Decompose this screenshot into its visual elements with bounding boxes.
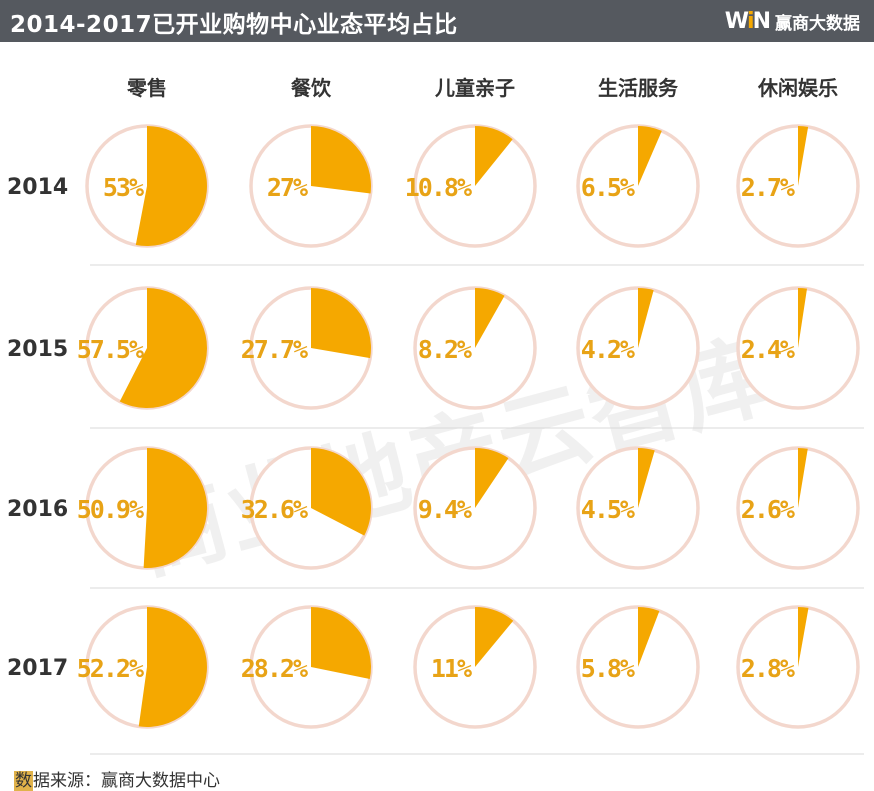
pie-slice [638, 288, 654, 348]
header-bar: 2014-2017已开业购物中心业态平均占比 WiN 赢商大数据 [0, 0, 874, 42]
year-label: 2017 [7, 656, 68, 681]
value-label: 52.2% [77, 654, 144, 683]
year-label: 2015 [7, 337, 68, 362]
brand: WiN 赢商大数据 [724, 8, 860, 34]
source-value: 赢商大数据中心 [101, 771, 220, 791]
pie-slice [638, 607, 660, 667]
pie-slice [311, 288, 372, 359]
pie-slice [311, 448, 371, 536]
pie-slice [143, 447, 208, 568]
value-label: 5.8% [581, 654, 635, 683]
value-label: 10.8% [405, 173, 472, 202]
value-label: 9.4% [418, 495, 472, 524]
source-note: 数据来源：赢商大数据中心 [14, 766, 220, 791]
brand-logo: WiN [724, 8, 771, 34]
value-label: 32.6% [241, 495, 308, 524]
category-header: 生活服务 [598, 76, 679, 100]
source-label: 据来源： [33, 771, 101, 791]
value-label: 8.2% [418, 335, 472, 364]
value-label: 28.2% [241, 654, 308, 683]
pie-slice [138, 607, 207, 727]
value-label: 2.7% [741, 173, 795, 202]
pie-slice [311, 607, 371, 679]
pie-slice [798, 607, 809, 667]
value-label: 50.9% [77, 495, 144, 524]
value-label: 2.4% [741, 335, 795, 364]
value-label: 2.6% [741, 495, 795, 524]
value-label: 53% [103, 173, 144, 202]
pie-slice [475, 607, 514, 667]
pie-slice [311, 126, 372, 194]
pie-slice [798, 448, 808, 508]
pie-slice [798, 288, 808, 348]
pie-slice [475, 448, 509, 508]
brand-name: 赢商大数据 [775, 13, 860, 34]
pie-slice [638, 447, 655, 508]
pie-slice [798, 126, 809, 186]
value-label: 27% [267, 173, 308, 202]
value-label: 2.8% [741, 654, 795, 683]
pie-slice [638, 126, 662, 186]
pie-slice [475, 126, 513, 186]
category-header: 休闲娱乐 [757, 76, 838, 100]
value-label: 11% [431, 654, 472, 683]
value-label: 6.5% [581, 173, 635, 202]
pie-slice [135, 126, 207, 246]
value-label: 4.5% [581, 495, 635, 524]
category-header: 零售 [126, 76, 167, 100]
pie-slice [119, 288, 208, 408]
category-header: 儿童亲子 [434, 76, 515, 100]
year-label: 2014 [7, 175, 68, 200]
value-label: 4.2% [581, 335, 635, 364]
chart-title: 2014-2017已开业购物中心业态平均占比 [10, 12, 458, 38]
category-header: 餐饮 [291, 76, 332, 100]
pie-slice [475, 288, 505, 348]
value-label: 57.5% [77, 335, 144, 364]
value-label: 27.7% [241, 335, 308, 364]
year-label: 2016 [7, 497, 68, 522]
source-label-highlight: 数 [14, 771, 33, 791]
